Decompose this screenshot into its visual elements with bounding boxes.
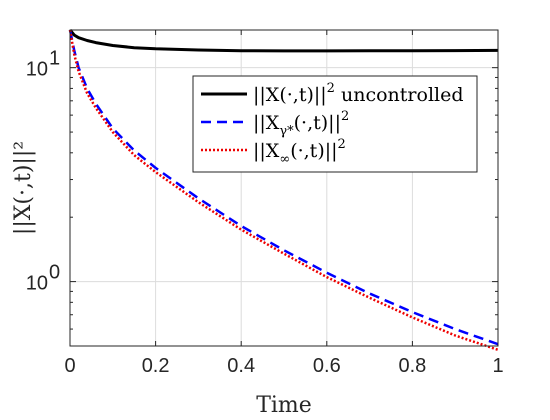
x-tick-label: 0.6 bbox=[313, 355, 341, 377]
legend: ||X(·,t)||2 uncontrolled||Xγ*(·,t)||2||X… bbox=[192, 75, 478, 173]
series-layer bbox=[68, 29, 499, 351]
series-line-1 bbox=[68, 29, 499, 53]
legend-entry-2: ||Xγ*(·,t)||2 bbox=[253, 109, 349, 139]
tick-marks bbox=[69, 30, 499, 347]
x-tick-labels: 0 0.2 0.4 0.6 0.8 1 bbox=[64, 355, 503, 377]
legend-entry-main: ||X bbox=[253, 112, 280, 134]
y-tick-exponent: 1 bbox=[49, 48, 60, 70]
x-tick-label: 0.2 bbox=[142, 355, 170, 377]
legend-entry-superscript: 2 bbox=[338, 137, 346, 152]
series-line-2 bbox=[68, 29, 499, 346]
legend-entry-main: ||X(·,t)|| bbox=[253, 84, 327, 106]
plot-frame bbox=[69, 29, 499, 347]
legend-box bbox=[192, 75, 478, 173]
y-tick-label: 10 bbox=[26, 59, 48, 81]
legend-entry-3: ||X∞(·,t)||2 bbox=[253, 137, 346, 167]
series-line-3 bbox=[68, 29, 499, 351]
legend-entry-after: (·,t)|| bbox=[294, 112, 341, 134]
legend-entry-superscript: 2 bbox=[341, 109, 349, 124]
legend-entry-superscript: 2 bbox=[327, 81, 335, 96]
y-axis-label: ||X(·,t)||² bbox=[11, 141, 36, 235]
x-tick-label: 0 bbox=[64, 355, 75, 377]
legend-entry-after: (·,t)|| bbox=[290, 140, 337, 162]
y-tick-label: 10 bbox=[26, 273, 48, 295]
legend-entry-main: ||X bbox=[253, 140, 280, 162]
legend-entry-subscript: ∞ bbox=[279, 152, 290, 167]
x-tick-label: 1 bbox=[492, 355, 503, 377]
legend-entry-subscript: γ* bbox=[279, 124, 294, 139]
x-tick-label: 0.8 bbox=[398, 355, 426, 377]
x-axis-label: Time bbox=[256, 393, 312, 418]
x-tick-label: 0.4 bbox=[227, 355, 255, 377]
legend-entry-after: uncontrolled bbox=[335, 84, 464, 106]
legend-entry-1: ||X(·,t)||2 uncontrolled bbox=[253, 81, 464, 106]
y-tick-exponent: 0 bbox=[49, 262, 60, 284]
